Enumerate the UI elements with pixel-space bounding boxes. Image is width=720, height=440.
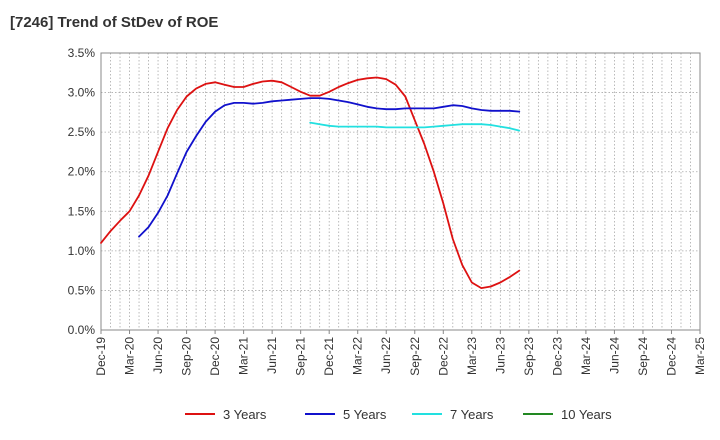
series-line-7-years [309, 121, 521, 132]
y-axis: 0.0% 0.5% 1.0% 1.5% 2.0% 2.5% 3.0% 3.5% [68, 46, 96, 337]
x-tick-label: Dec-21 [322, 337, 336, 376]
x-tick-label: Sep-21 [294, 337, 308, 376]
series-lines [100, 76, 521, 289]
y-tick-label: 1.5% [68, 204, 96, 218]
y-tick-label: 1.0% [68, 244, 96, 258]
x-tick-label: Mar-23 [465, 337, 479, 375]
y-tick-label: 3.5% [68, 46, 96, 60]
x-tick-label: Jun-20 [151, 337, 165, 374]
x-tick-label: Sep-23 [522, 337, 536, 376]
y-tick-label: 0.0% [68, 323, 96, 337]
x-tick-label: Sep-22 [408, 337, 422, 376]
series-line-3-years [100, 76, 521, 289]
series-line-5-years [138, 97, 521, 238]
x-tick-label: Jun-24 [607, 337, 621, 374]
plot-area-frame [100, 52, 701, 331]
x-tick-label: Jun-22 [379, 337, 393, 374]
x-axis: Dec-19 Mar-20 Jun-20 Sep-20 Dec-20 Mar-21 Jun-… [94, 330, 707, 376]
x-tick-label: Dec-24 [664, 337, 678, 376]
y-tick-label: 3.0% [68, 86, 96, 100]
x-tick-label: Mar-25 [693, 337, 707, 375]
legend-label-5-years: 5 Years [343, 407, 387, 422]
x-tick-label: Mar-21 [237, 337, 251, 375]
x-tick-label: Mar-20 [123, 337, 137, 375]
x-tick-label: Mar-24 [579, 337, 593, 375]
grid-lines [101, 52, 700, 330]
legend-label-10-years: 10 Years [561, 407, 612, 422]
x-tick-label: Sep-24 [636, 337, 650, 376]
x-tick-label: Dec-19 [94, 337, 108, 376]
x-tick-label: Dec-22 [436, 337, 450, 376]
x-tick-label: Jun-23 [493, 337, 507, 374]
legend: 3 Years 5 Years 7 Years 10 Years [185, 407, 612, 422]
x-tick-label: Dec-23 [550, 337, 564, 376]
x-tick-label: Mar-22 [351, 337, 365, 375]
x-tick-label: Dec-20 [208, 337, 222, 376]
x-tick-label: Jun-21 [265, 337, 279, 374]
x-tick-label: Sep-20 [180, 337, 194, 376]
y-tick-label: 2.0% [68, 165, 96, 179]
legend-label-3-years: 3 Years [223, 407, 267, 422]
plot-border [100, 52, 701, 331]
y-tick-label: 2.5% [68, 125, 96, 139]
y-tick-label: 0.5% [68, 283, 96, 297]
legend-label-7-years: 7 Years [450, 407, 494, 422]
chart-title: [7246] Trend of StDev of ROE [10, 14, 218, 31]
